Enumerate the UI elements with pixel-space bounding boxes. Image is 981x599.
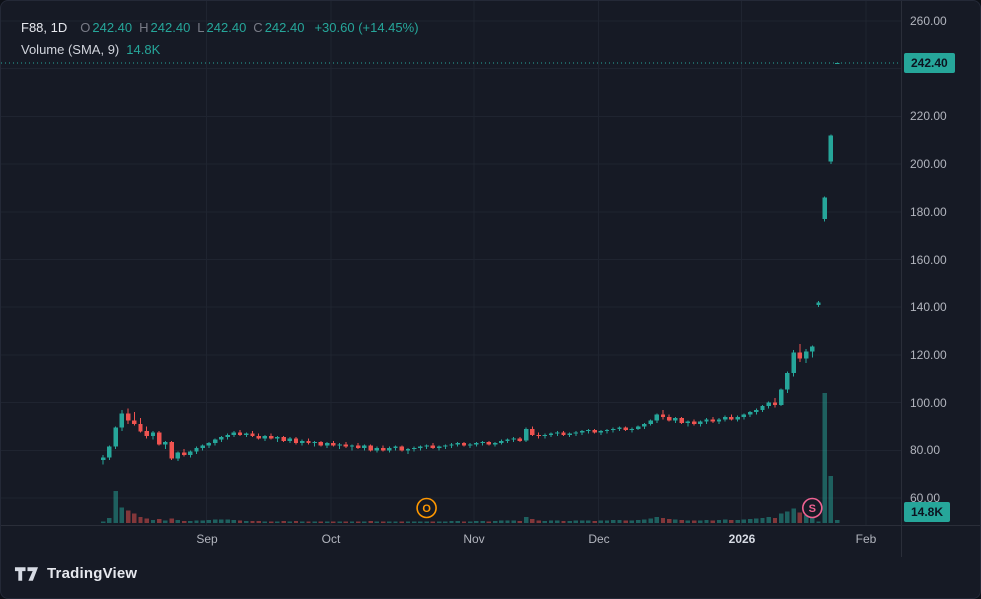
svg-text:O: O <box>422 503 431 515</box>
price-tick-label: 80.00 <box>910 443 941 458</box>
price-scale-separator <box>901 1 902 557</box>
price-change: +30.60 (+14.45%) <box>314 20 419 35</box>
price-tick-label: 220.00 <box>910 109 947 124</box>
open-label: O <box>80 20 91 35</box>
price-tick-label: 200.00 <box>910 157 947 172</box>
time-tick-label: Dec <box>588 532 610 546</box>
close-label: C <box>253 20 263 35</box>
low-label: L <box>197 20 205 35</box>
low-value: 242.40 <box>206 20 247 35</box>
tradingview-logo-icon <box>14 566 39 581</box>
ohlc-legend-row: F88, 1D O 242.40 H 242.40 L 242.40 C 242.40 … <box>21 21 419 34</box>
price-scale[interactable]: 242.40 14.8K 260.00 220.00 200.00 180.00 160… <box>902 1 980 525</box>
time-tick-label: 2026 <box>728 532 756 546</box>
time-tick-label: Feb <box>855 532 877 546</box>
last-price-badge: 242.40 <box>904 52 955 73</box>
brand-footer[interactable]: TradingView <box>14 565 137 582</box>
volume-indicator-value: 14.8K <box>126 42 161 57</box>
volume-indicator-label[interactable]: Volume (SMA, 9) <box>21 42 120 57</box>
candles <box>101 63 840 465</box>
chart-legend: F88, 1D O 242.40 H 242.40 L 242.40 C 242.40 … <box>21 21 419 65</box>
time-tick-label: Nov <box>463 532 485 546</box>
close-value: 242.40 <box>264 20 305 35</box>
volume-legend-row: Volume (SMA, 9) 14.8K <box>21 43 419 56</box>
price-tick-label: 60.00 <box>910 491 941 505</box>
price-tick-label: 100.00 <box>910 395 947 410</box>
volume-bars <box>101 393 840 523</box>
open-value: 242.40 <box>92 20 133 35</box>
svg-text:S: S <box>809 503 816 515</box>
price-tick-label: 120.00 <box>910 347 947 362</box>
time-scale-separator <box>1 525 980 526</box>
price-tick-label: 140.00 <box>910 300 947 315</box>
price-tick-label: 180.00 <box>910 204 947 219</box>
event-marker-s[interactable]: S <box>801 497 823 519</box>
high-value: 242.40 <box>150 20 191 35</box>
high-label: H <box>139 20 149 35</box>
volume-sma-badge: 14.8K <box>904 502 951 522</box>
price-tick-label: 160.00 <box>910 252 947 267</box>
time-tick-label: Oct <box>321 532 341 546</box>
time-scale[interactable]: Sep Oct Nov Dec 2026 Feb <box>1 526 901 557</box>
time-tick-label: Sep <box>196 532 218 546</box>
grid-lines <box>1 1 901 525</box>
price-tick-label: 260.00 <box>910 14 947 28</box>
symbol-title[interactable]: F88, 1D <box>21 20 68 35</box>
brand-name: TradingView <box>47 565 138 582</box>
event-marker-o[interactable]: O <box>416 497 437 519</box>
